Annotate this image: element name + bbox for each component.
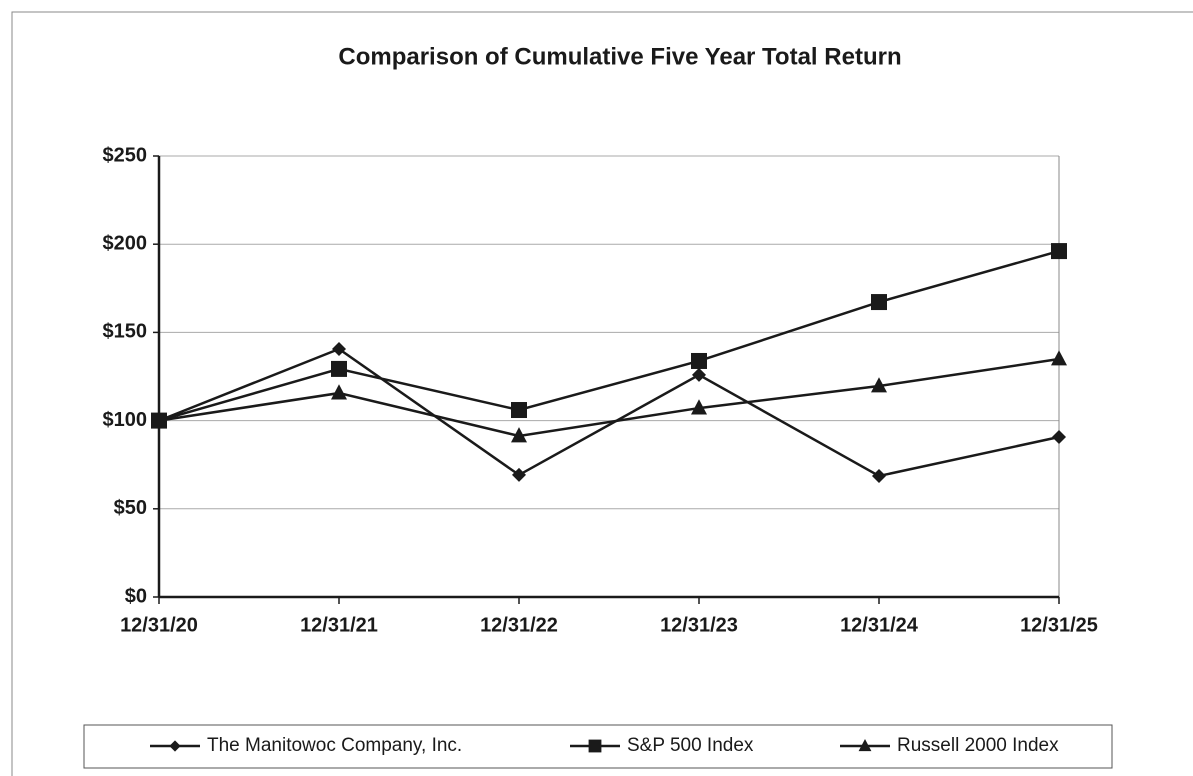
- marker: [588, 739, 602, 753]
- marker: [169, 740, 181, 752]
- series-line: [158, 347, 1060, 478]
- legend-label: The Manitowoc Company, Inc.: [207, 735, 462, 756]
- x-tick-label: 12/31/20: [120, 614, 198, 636]
- marker: [511, 427, 527, 443]
- series-line: [158, 249, 1060, 422]
- x-tick-label: 12/31/21: [300, 614, 378, 636]
- marker: [511, 402, 527, 419]
- marker: [692, 367, 706, 382]
- marker: [331, 360, 347, 377]
- y-tick-label: $200: [103, 232, 148, 254]
- legend-label: Russell 2000 Index: [897, 735, 1059, 756]
- marker: [1051, 350, 1067, 366]
- marker: [1052, 430, 1066, 445]
- marker: [512, 467, 526, 482]
- legend-label: S&P 500 Index: [627, 735, 754, 756]
- marker: [151, 411, 167, 427]
- x-tick-label: 12/31/23: [660, 614, 738, 636]
- series-line: [158, 357, 1060, 438]
- x-tick-label: 12/31/22: [480, 614, 558, 636]
- y-tick-label: $100: [103, 409, 148, 431]
- y-tick-label: $0: [125, 585, 147, 607]
- frame: [11, 11, 1193, 776]
- marker: [871, 377, 887, 393]
- marker: [1051, 243, 1067, 260]
- chart-title: Comparison of Cumulative Five Year Total…: [338, 43, 901, 70]
- marker: [691, 352, 707, 369]
- x-tick-label: 12/31/25: [1020, 614, 1098, 636]
- marker: [872, 468, 886, 483]
- marker: [331, 384, 347, 400]
- x-tick-label: 12/31/24: [840, 614, 919, 636]
- marker: [332, 341, 346, 356]
- y-tick-label: $250: [103, 144, 148, 166]
- y-tick-label: $50: [114, 497, 147, 519]
- marker: [871, 294, 887, 311]
- marker: [858, 738, 872, 752]
- marker: [691, 399, 707, 415]
- y-tick-label: $150: [103, 321, 148, 343]
- legend-box: [83, 724, 1113, 769]
